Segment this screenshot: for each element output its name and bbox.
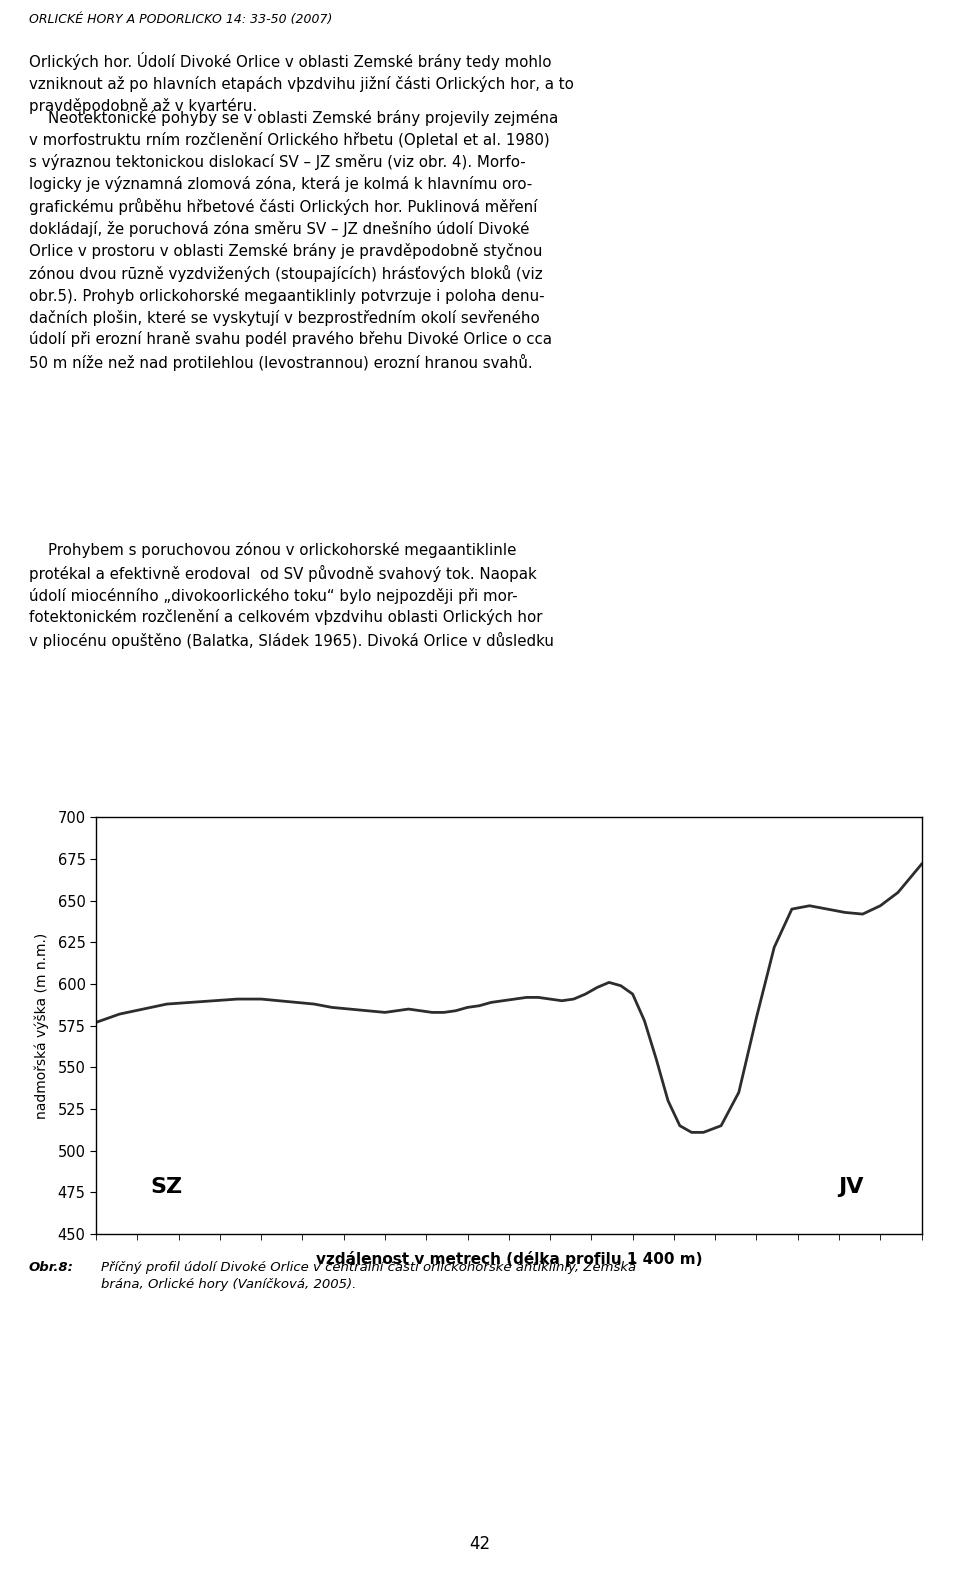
Text: Obr.8:: Obr.8: [29, 1261, 74, 1273]
Text: 42: 42 [469, 1536, 491, 1553]
Text: Neotektonické pohyby se v oblasti Zemské brány projevily zejména
v morfostruktu : Neotektonické pohyby se v oblasti Zemské… [29, 110, 558, 371]
Text: Orlických hor. Údolí Divoké Orlice v oblasti Zemské brány tedy mohlo
vzniknout a: Orlických hor. Údolí Divoké Orlice v obl… [29, 52, 574, 113]
Text: Příčný profil údolí Divoké Orlice v centrální části orlickohorské antiklinly, Ze: Příčný profil údolí Divoké Orlice v cent… [101, 1261, 636, 1291]
X-axis label: vzdálenost v metrech (délka profilu 1 400 m): vzdálenost v metrech (délka profilu 1 40… [316, 1251, 702, 1267]
Text: JV: JV [838, 1177, 864, 1198]
Text: Prohybem s poruchovou zónou v orlickohorské megaantiklinle
protékal a efektivně : Prohybem s poruchovou zónou v orlickohor… [29, 542, 554, 649]
Y-axis label: nadmořská výška (m n.m.): nadmořská výška (m n.m.) [35, 932, 49, 1119]
Text: ORLICKÉ HORY A PODORLICKO 14: 33-50 (2007): ORLICKÉ HORY A PODORLICKO 14: 33-50 (200… [29, 13, 332, 25]
Text: SZ: SZ [151, 1177, 182, 1198]
